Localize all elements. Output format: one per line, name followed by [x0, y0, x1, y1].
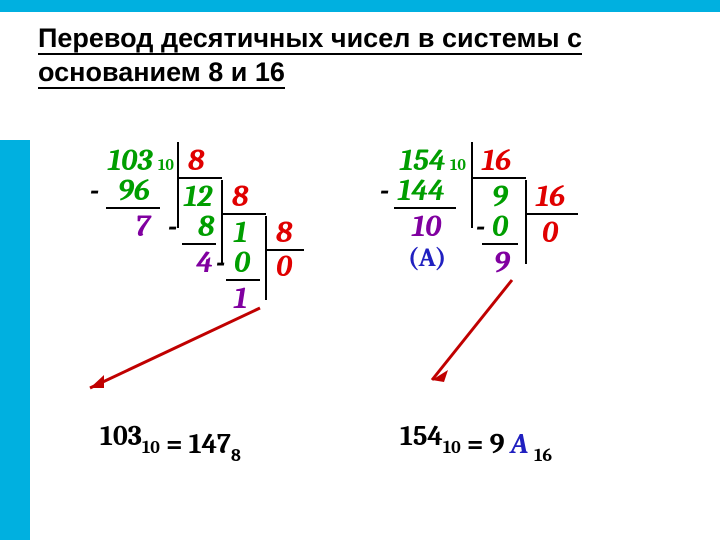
l-arrow [90, 308, 260, 388]
l-div2: 8 [232, 179, 249, 214]
r-rem1-note: (A) [408, 243, 446, 273]
r-minus1: - [380, 173, 389, 208]
l-minus2: - [168, 209, 177, 244]
r-div2: 16 [535, 179, 565, 214]
l-result: 10310 = 1478 [100, 420, 241, 466]
r-rem2: 9 [494, 245, 511, 280]
l-rem1: 7 [135, 209, 152, 244]
r-dividend-sub: 10 [450, 156, 466, 174]
l-rem2: 4 [196, 245, 213, 280]
r-rem1: 10 [411, 209, 442, 244]
l-minus3: - [216, 245, 225, 280]
r-result: 15410 = 9 A 16 [400, 420, 552, 466]
r-q2: 0 [542, 215, 559, 250]
l-sub2: 8 [198, 209, 215, 244]
l-rem3: 1 [233, 281, 247, 316]
r-sub2: 0 [492, 209, 509, 244]
l-div3: 8 [276, 215, 293, 250]
r-div1: 16 [481, 143, 511, 178]
r-arrow [432, 280, 512, 380]
l-minus1: - [90, 173, 99, 208]
l-sub3: 0 [234, 245, 251, 280]
r-minus2: - [476, 209, 485, 244]
r-sub1: 144 [397, 173, 445, 208]
l-sub1: 96 [118, 173, 150, 208]
l-q3: 0 [276, 249, 293, 284]
l-dividend-sub: 10 [158, 156, 174, 174]
l-div1: 8 [188, 143, 205, 178]
math-canvas: 103 10 8 - 96 7 12 8 - 8 4 1 8 - 0 1 0 1… [0, 0, 720, 540]
